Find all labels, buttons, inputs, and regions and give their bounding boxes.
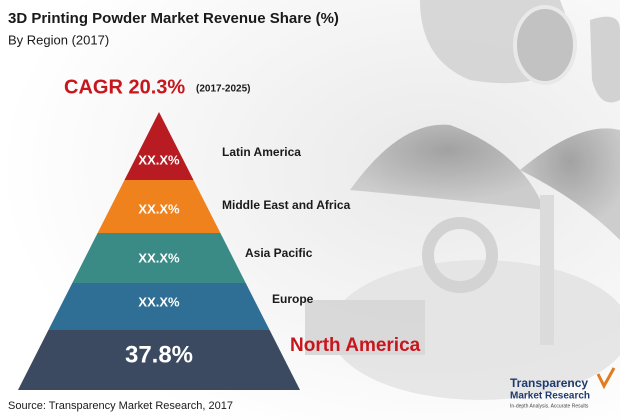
layer-label: Latin America	[222, 145, 301, 159]
subtitle: By Region (2017)	[8, 32, 109, 47]
pyramid-layer	[48, 283, 270, 330]
pyramid-layer	[124, 112, 194, 180]
source: Source: Transparency Market Research, 20…	[8, 400, 233, 412]
layer-value: 37.8%	[125, 341, 193, 368]
layer-label: Europe	[272, 292, 314, 306]
layer-label: Asia Pacific	[245, 246, 313, 260]
logo-mark	[596, 367, 616, 390]
layer-value: XX.X%	[138, 152, 180, 167]
layer-label: Middle East and Africa	[222, 198, 351, 212]
layer-value: XX.X%	[138, 201, 180, 216]
logo-name: Market Research	[510, 391, 590, 402]
pyramid	[18, 112, 300, 390]
logo-name: Transparency	[510, 376, 588, 390]
pyramid-layer	[97, 180, 221, 233]
pyramid-layer	[72, 233, 246, 283]
layer-value: XX.X%	[138, 250, 180, 265]
background-photo	[305, 0, 620, 400]
layer-value: XX.X%	[138, 294, 180, 309]
layer-label: North America	[290, 335, 421, 356]
logo-tagline: In-depth Analysis. Accurate Results	[510, 403, 589, 409]
pyramid-layer	[18, 330, 300, 390]
title: 3D Printing Powder Market Revenue Share …	[8, 10, 339, 27]
cagr-period: (2017-2025)	[196, 84, 250, 95]
logo: Transparency Market Research In-depth An…	[510, 367, 616, 409]
cagr: CAGR 20.3%	[64, 76, 185, 98]
